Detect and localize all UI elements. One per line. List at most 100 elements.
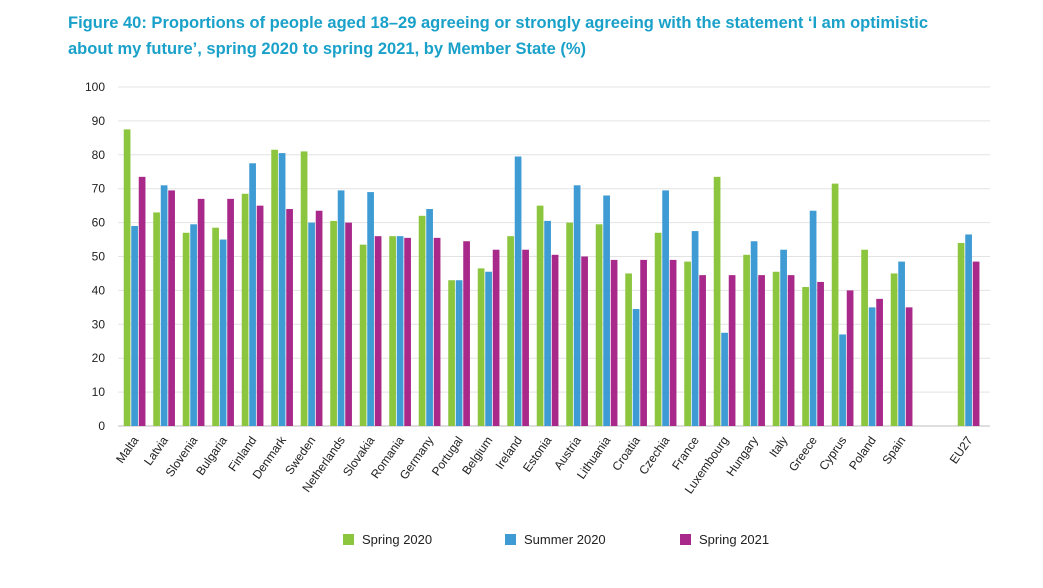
bar-spring-2021 (699, 275, 706, 426)
bar-spring-2020 (684, 261, 691, 426)
legend-item-spring-2021: Spring 2021 (680, 532, 769, 547)
legend-label: Spring 2021 (699, 532, 770, 547)
bar-spring-2020 (743, 254, 750, 426)
bar-spring-2020 (507, 236, 514, 426)
bar-spring-2021 (581, 256, 588, 426)
bar-summer-2020 (485, 271, 492, 426)
bar-summer-2020 (219, 239, 227, 426)
bar-summer-2020 (809, 210, 817, 426)
bar-spring-2020 (153, 212, 160, 426)
bar-summer-2020 (780, 249, 787, 426)
bar-summer-2020 (131, 225, 138, 426)
y-tick-label: 90 (92, 114, 106, 128)
bar-spring-2021 (286, 209, 293, 426)
legend: Spring 2020 Summer 2020 Spring 2021 (0, 532, 1043, 552)
bar-spring-2020 (625, 273, 632, 426)
bar-spring-2020 (536, 205, 544, 426)
bar-spring-2021 (817, 281, 824, 426)
bar-spring-2021 (492, 249, 500, 426)
bar-spring-2021 (728, 275, 736, 426)
bar-summer-2020 (691, 231, 699, 426)
bar-summer-2020 (337, 190, 345, 426)
bar-spring-2021 (345, 222, 352, 426)
bar-summer-2020 (396, 236, 404, 426)
bar-spring-2020 (831, 183, 839, 426)
y-tick-label: 10 (92, 385, 106, 399)
y-tick-label: 50 (92, 250, 106, 264)
y-tick-label: 80 (92, 148, 106, 162)
bar-spring-2021 (640, 259, 647, 426)
bar-spring-2020 (477, 268, 485, 426)
legend-item-spring-2020: Spring 2020 (343, 532, 432, 547)
bar-spring-2021 (404, 237, 411, 426)
bar-summer-2020 (278, 153, 286, 426)
bar-summer-2020 (965, 234, 972, 426)
bar-spring-2021 (876, 298, 883, 427)
bar-summer-2020 (160, 185, 168, 426)
bar-spring-2021 (905, 307, 913, 426)
bar-spring-2020 (595, 224, 603, 426)
bar-spring-2021 (168, 190, 175, 426)
bar-summer-2020 (544, 220, 551, 426)
y-tick-label: 40 (92, 283, 106, 297)
legend-swatch (680, 534, 691, 545)
x-tick-label: Spain (879, 434, 908, 467)
x-tick-label: Italy (766, 434, 790, 460)
bar-spring-2020 (713, 176, 721, 426)
bar-spring-2020 (654, 232, 662, 426)
bar-summer-2020 (898, 261, 905, 426)
bar-spring-2021 (610, 259, 618, 426)
bar-spring-2021 (758, 275, 765, 426)
bar-summer-2020 (514, 156, 522, 426)
bar-spring-2021 (669, 259, 677, 426)
bar-chart: 0 10 20 30 40 50 60 70 80 90 100 Malta LatviaSloven… (85, 80, 990, 496)
bar-spring-2020 (802, 287, 809, 426)
bar-spring-2020 (330, 220, 337, 426)
bars (123, 129, 980, 427)
x-tick-label: Latvia (141, 433, 171, 468)
x-tick-label: Czechia (636, 433, 673, 477)
bar-spring-2021 (227, 198, 234, 426)
legend-label: Summer 2020 (524, 532, 606, 547)
bar-spring-2021 (433, 237, 441, 426)
bar-summer-2020 (662, 190, 669, 426)
legend-swatch (505, 534, 516, 545)
x-tick-label: Greece (786, 433, 820, 474)
bar-spring-2021 (197, 198, 205, 426)
bar-summer-2020 (750, 241, 758, 426)
bar-spring-2021 (138, 176, 146, 426)
y-tick-label: 0 (98, 419, 105, 433)
bar-spring-2020 (389, 236, 396, 426)
bar-summer-2020 (249, 163, 256, 426)
bar-summer-2020 (573, 185, 581, 426)
x-axis-labels: Malta LatviaSloveniaBulgariaFinlandDenmar… (113, 433, 975, 496)
bar-spring-2020 (448, 280, 455, 426)
x-tick-label: Estonia (520, 433, 555, 474)
bar-spring-2020 (300, 151, 308, 426)
y-tick-label: 60 (92, 216, 106, 230)
bar-spring-2021 (256, 205, 264, 426)
bar-spring-2020 (271, 149, 278, 426)
bar-spring-2021 (315, 210, 323, 426)
bar-spring-2020 (418, 215, 426, 426)
x-tick-label: Belgium (459, 434, 495, 478)
bar-spring-2020 (359, 244, 367, 426)
x-tick-label: Bulgaria (193, 433, 230, 477)
x-tick-label: EU27 (947, 433, 976, 466)
bar-spring-2021 (972, 261, 980, 426)
bar-summer-2020 (367, 192, 374, 426)
bar-spring-2021 (522, 249, 529, 426)
bar-spring-2020 (957, 242, 965, 426)
bar-summer-2020 (426, 209, 433, 426)
bar-spring-2020 (182, 232, 190, 426)
x-tick-label: Malta (113, 433, 141, 465)
bar-summer-2020 (868, 307, 876, 426)
y-axis-ticks: 0 10 20 30 40 50 60 70 80 90 100 (85, 80, 105, 433)
y-tick-label: 100 (85, 80, 105, 94)
bar-spring-2020 (861, 249, 868, 426)
bar-spring-2021 (551, 254, 559, 426)
bar-summer-2020 (603, 195, 610, 426)
bar-spring-2020 (212, 227, 219, 426)
y-tick-label: 30 (92, 317, 106, 331)
bar-spring-2020 (123, 129, 131, 427)
